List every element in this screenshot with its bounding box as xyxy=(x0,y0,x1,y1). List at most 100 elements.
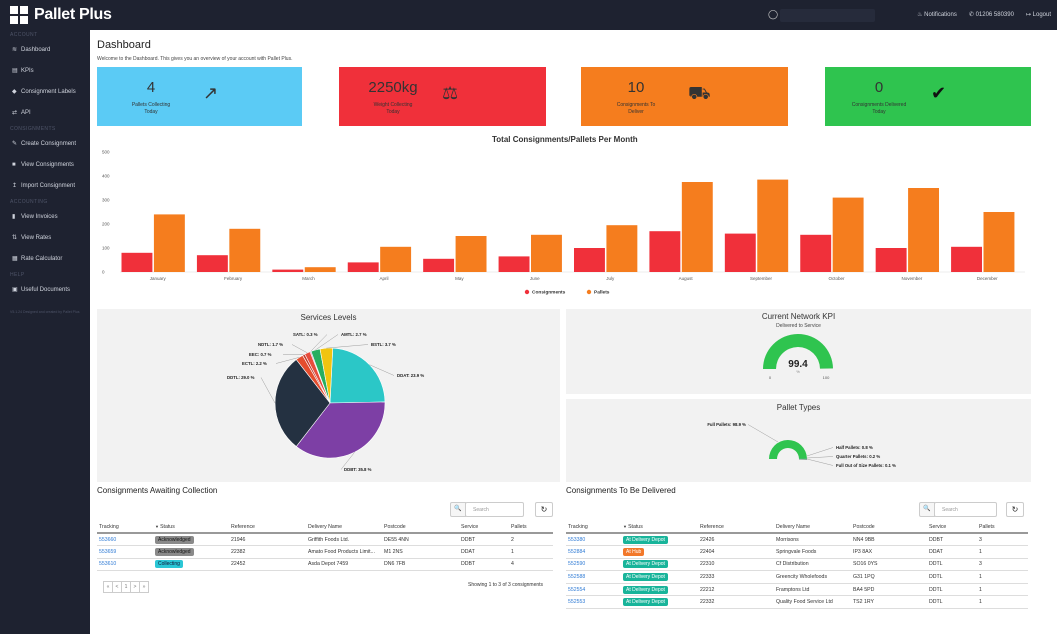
bar-pallets-july[interactable] xyxy=(606,225,638,272)
user-icon[interactable]: ◯ xyxy=(768,9,779,19)
tracking-link[interactable]: 553659 xyxy=(99,548,117,555)
table-row[interactable]: 552590 At Delivery Depot 22310 Cf Distribut… xyxy=(566,558,1028,572)
tracking-link[interactable]: 552553 xyxy=(568,599,586,606)
bar-pallets-may[interactable] xyxy=(455,236,487,272)
awaiting-search-input[interactable]: Search xyxy=(465,502,524,517)
legend-label[interactable]: Consignments xyxy=(532,290,566,296)
bar-consignments-september[interactable] xyxy=(724,233,756,272)
pie-slice-ddbt[interactable] xyxy=(295,401,386,459)
column-header[interactable]: ▼ Status xyxy=(621,521,698,534)
sidebar-item-dashboard[interactable]: ≋ Dashboard xyxy=(0,40,90,61)
bar-consignments-july[interactable] xyxy=(574,248,605,272)
bar-consignments-february[interactable] xyxy=(196,255,228,272)
top-search-input[interactable] xyxy=(780,9,875,22)
column-header[interactable]: Delivery Name xyxy=(774,521,851,534)
sidebar-item-api[interactable]: ⇄ API xyxy=(0,103,90,124)
tile-consignments-delivered[interactable]: 0 Consignments Delivered Today ✔ xyxy=(825,67,1031,126)
cell-tracking: 552588 xyxy=(566,570,621,584)
sidebar-item-view-invoices[interactable]: ▮ View Invoices xyxy=(0,207,90,228)
phone-icon: ✆ xyxy=(968,12,974,18)
phone-link[interactable]: ✆ 01206 580390 xyxy=(968,12,1014,18)
pie-slice-bstl[interactable] xyxy=(319,347,334,404)
cell-tracking: 552884 xyxy=(566,545,621,559)
logo[interactable]: Pallet Plus xyxy=(10,5,112,25)
sidebar-item-view-consignments[interactable]: ■ View Consignments xyxy=(0,155,90,176)
column-header[interactable]: Delivery Name xyxy=(306,521,382,534)
column-header[interactable]: Service xyxy=(459,521,509,534)
bar-consignments-april[interactable] xyxy=(347,262,379,272)
tracking-link[interactable]: 552590 xyxy=(568,561,586,568)
bar-pallets-december[interactable] xyxy=(983,212,1015,272)
tile-consignments-to-deliver[interactable]: 10 Consignments To Deliver ⛟ xyxy=(581,67,788,126)
column-header[interactable]: Reference xyxy=(698,521,774,534)
bar-pallets-february[interactable] xyxy=(229,228,261,272)
table-row[interactable]: 552553 At Delivery Depot 22332 Quality Food… xyxy=(566,595,1028,610)
column-header[interactable]: Reference xyxy=(229,521,306,534)
bar-pallets-march[interactable] xyxy=(304,267,336,272)
column-header[interactable]: Tracking xyxy=(97,521,153,534)
bar-pallets-august[interactable] xyxy=(681,182,713,272)
bar-consignments-november[interactable] xyxy=(875,248,907,272)
sidebar-item-useful-documents[interactable]: ▣ Useful Documents xyxy=(0,280,90,301)
bar-consignments-august[interactable] xyxy=(649,231,681,272)
pallet-slice-1[interactable] xyxy=(798,458,807,459)
column-header[interactable]: Postcode xyxy=(382,521,459,534)
bar-pallets-january[interactable] xyxy=(153,214,185,272)
tile-pallets-collecting[interactable]: 4 Pallets Collecting Today ↗ xyxy=(97,67,302,126)
bar-consignments-october[interactable] xyxy=(800,234,832,272)
bar-consignments-june[interactable] xyxy=(498,256,530,272)
column-header[interactable]: Pallets xyxy=(509,521,553,534)
column-header[interactable]: Tracking xyxy=(566,521,621,534)
sidebar-item-consignment-labels[interactable]: ◆ Consignment Labels xyxy=(0,82,90,103)
legend-label[interactable]: Pallets xyxy=(594,290,610,296)
tracking-link[interactable]: 553380 xyxy=(568,536,586,543)
sidebar-item-import-consignment[interactable]: ↥ Import Consignment xyxy=(0,176,90,197)
tracking-link[interactable]: 552884 xyxy=(568,548,586,555)
table-row[interactable]: 553660 Acknowledged 21946 Griffith Foods Lt… xyxy=(97,533,553,547)
bar-pallets-october[interactable] xyxy=(832,197,864,272)
search-icon[interactable]: 🔍 xyxy=(919,502,935,517)
column-header[interactable]: Postcode xyxy=(851,521,927,534)
bar-consignments-may[interactable] xyxy=(423,258,455,272)
tracking-link[interactable]: 553610 xyxy=(99,561,117,568)
pallet-slice-0[interactable] xyxy=(769,440,807,459)
refresh-icon[interactable]: ↻ xyxy=(535,502,553,517)
table-row[interactable]: 553380 At Delivery Depot 22426 Morrisons NN4… xyxy=(566,533,1028,547)
tile-weight-collecting[interactable]: 2250kg Weight Collecting Today ⚖ xyxy=(339,67,546,126)
tracking-link[interactable]: 552554 xyxy=(568,586,586,593)
bar-pallets-september[interactable] xyxy=(757,179,789,272)
cell-postcode: G31 1PQ xyxy=(851,570,927,584)
table-row[interactable]: 552554 At Delivery Depot 22212 Framptons Lt… xyxy=(566,583,1028,597)
cell-pallets: 1 xyxy=(509,545,553,559)
column-header[interactable]: Service xyxy=(927,521,977,534)
column-header[interactable]: ▼ Status xyxy=(153,521,229,534)
table-row[interactable]: 552884 At Hub 22404 Springvale Foods IP3 8AX… xyxy=(566,545,1028,559)
table-row[interactable]: 553610 Collecting 22452 Asda Depot 7459 DN6 … xyxy=(97,558,553,572)
bar-pallets-april[interactable] xyxy=(380,246,412,272)
bar-pallets-november[interactable] xyxy=(908,188,940,272)
deliver-search-input[interactable]: Search xyxy=(934,502,997,517)
logout-link[interactable]: ↦ Logout xyxy=(1025,12,1051,18)
cell-tracking: 552554 xyxy=(566,583,621,597)
bar-consignments-march[interactable] xyxy=(272,269,304,272)
refresh-icon[interactable]: ↻ xyxy=(1006,502,1024,517)
column-header[interactable]: Pallets xyxy=(977,521,1028,534)
bar-consignments-december[interactable] xyxy=(951,246,983,272)
pie-slice-ddtl[interactable] xyxy=(274,359,331,447)
notifications-link[interactable]: ♨ Notifications xyxy=(917,12,957,18)
search-icon[interactable]: 🔍 xyxy=(450,502,466,517)
sidebar-item-view-rates[interactable]: ⇅ View Rates xyxy=(0,228,90,249)
cell-tracking: 552590 xyxy=(566,558,621,572)
bar-consignments-january[interactable] xyxy=(121,252,153,272)
sidebar-item-create-consignment[interactable]: ✎ Create Consignment xyxy=(0,134,90,155)
tracking-link[interactable]: 552588 xyxy=(568,574,586,581)
pie-slice-ddat[interactable] xyxy=(329,347,386,404)
page-button[interactable]: » xyxy=(139,581,149,593)
tracking-link[interactable]: 553660 xyxy=(99,536,117,543)
table-row[interactable]: 553659 Acknowledged 22382 Amato Food Produc… xyxy=(97,545,553,559)
table-row[interactable]: 552588 At Delivery Depot 22333 Greencity Wh… xyxy=(566,570,1028,584)
sidebar-item-rate-calculator[interactable]: ▦ Rate Calculator xyxy=(0,249,90,270)
bar-pallets-june[interactable] xyxy=(531,234,562,272)
sidebar-item-kpis[interactable]: ▤ KPIs xyxy=(0,61,90,82)
balance-scale-icon: ⚖ xyxy=(442,83,459,103)
